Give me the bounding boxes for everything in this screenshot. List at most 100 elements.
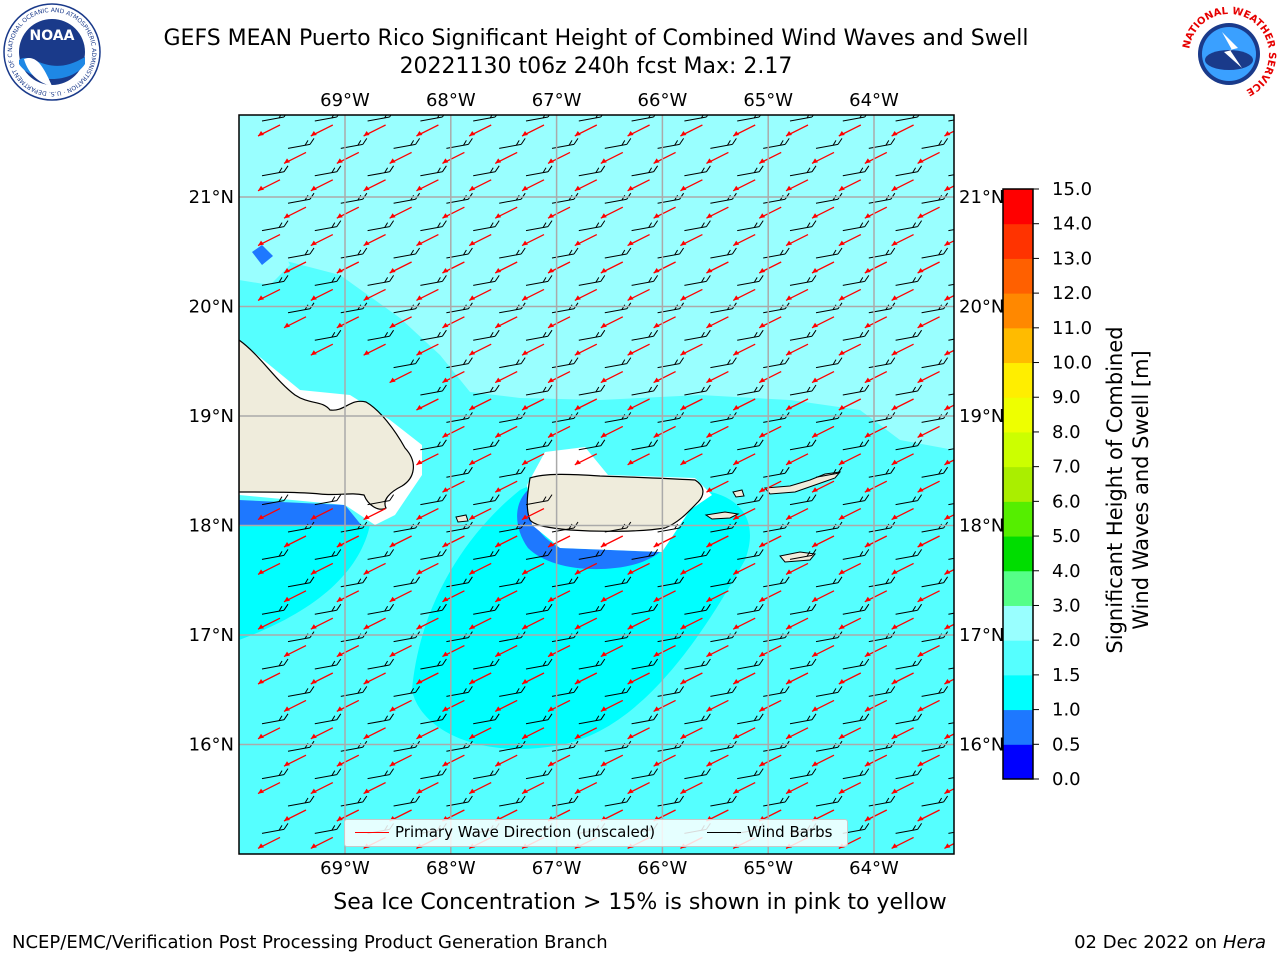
wave-direction-arrow bbox=[521, 782, 545, 795]
colorbar-tick: 10.0 bbox=[1052, 353, 1092, 374]
wind-barb bbox=[868, 138, 896, 149]
wave-direction-arrow bbox=[389, 206, 412, 219]
wind-barb bbox=[789, 549, 817, 560]
wind-barb bbox=[473, 275, 500, 286]
wave-direction-arrow bbox=[547, 151, 571, 164]
wave-direction-arrow bbox=[494, 371, 518, 384]
wind-barb bbox=[393, 357, 421, 369]
colorbar-segment bbox=[1003, 570, 1033, 606]
wave-direction-arrow bbox=[917, 480, 940, 493]
wave-direction-arrow bbox=[521, 343, 545, 356]
lat-tick-right: 20°N bbox=[959, 297, 1004, 318]
wave-direction-arrow bbox=[732, 234, 756, 247]
lat-tick-left: 18°N bbox=[189, 516, 234, 537]
wind-barb bbox=[789, 384, 817, 396]
wave-direction-arrow bbox=[468, 234, 492, 247]
wind-barb bbox=[657, 795, 685, 807]
wind-barb bbox=[789, 275, 817, 286]
wind-barb bbox=[921, 357, 949, 369]
wind-barb bbox=[895, 768, 923, 780]
wave-direction-arrow bbox=[257, 617, 281, 630]
lat-tick-right: 19°N bbox=[959, 406, 1004, 427]
wind-barb bbox=[604, 357, 632, 369]
wave-direction-arrow bbox=[811, 754, 835, 767]
wind-barb bbox=[842, 329, 870, 341]
wave-direction-arrow bbox=[283, 206, 307, 219]
wind-barb bbox=[525, 603, 553, 615]
legend-swatch-wave-direction bbox=[355, 832, 389, 833]
wave-direction-arrow bbox=[653, 535, 676, 548]
wave-direction-arrow bbox=[758, 590, 782, 603]
legend-entry-wind-barbs: Wind Barbs bbox=[707, 823, 832, 841]
wind-barb bbox=[420, 220, 447, 232]
wind-barb bbox=[420, 549, 447, 560]
wave-direction-arrow bbox=[706, 645, 729, 658]
wave-direction-arrow bbox=[336, 809, 360, 822]
colorbar-frame bbox=[1002, 188, 1034, 780]
wave-direction-arrow bbox=[653, 206, 676, 219]
wave-direction-arrow bbox=[468, 782, 492, 795]
wind-barb bbox=[789, 658, 817, 670]
wave-direction-arrow bbox=[917, 371, 940, 384]
wind-barb bbox=[737, 329, 764, 341]
wave-direction-arrow bbox=[336, 151, 360, 164]
wind-barb bbox=[525, 439, 553, 451]
wind-barb bbox=[367, 220, 395, 232]
wave-direction-arrow bbox=[706, 425, 729, 438]
wind-barb bbox=[578, 713, 606, 725]
wind-barb bbox=[948, 503, 954, 506]
wind-barb bbox=[921, 576, 949, 588]
wave-direction-arrow bbox=[653, 699, 676, 712]
wave-direction-arrow bbox=[680, 453, 703, 466]
wave-direction-arrow bbox=[864, 809, 888, 822]
wind-barb bbox=[314, 658, 342, 670]
wave-direction-arrow bbox=[363, 727, 386, 740]
wave-direction-arrow bbox=[811, 645, 835, 658]
colorbar-segment bbox=[1003, 327, 1033, 364]
wind-barb bbox=[578, 384, 606, 396]
wind-barb bbox=[684, 768, 711, 780]
wind-barb bbox=[525, 549, 553, 560]
wave-direction-arrow bbox=[758, 645, 782, 658]
wind-barb bbox=[525, 768, 553, 780]
wind-barb bbox=[631, 439, 659, 451]
lat-tick-left: 21°N bbox=[189, 187, 234, 208]
wave-direction-arrow bbox=[494, 590, 518, 603]
wave-direction-arrow bbox=[363, 617, 386, 630]
wave-direction-arrow bbox=[600, 699, 624, 712]
wave-direction-arrow bbox=[494, 151, 518, 164]
wave-direction-arrow bbox=[547, 590, 571, 603]
wave-direction-arrow bbox=[600, 754, 624, 767]
wind-barb bbox=[948, 831, 954, 834]
wind-barb bbox=[895, 165, 923, 177]
wave-direction-arrow bbox=[494, 425, 518, 438]
wave-direction-arrow bbox=[785, 453, 809, 466]
map-legend: Primary Wave Direction (unscaled) Wind B… bbox=[344, 819, 848, 847]
wind-barb bbox=[763, 247, 790, 259]
wave-direction-arrow bbox=[283, 535, 307, 548]
wave-direction-arrow bbox=[363, 508, 386, 521]
wave-direction-arrow bbox=[468, 288, 492, 301]
wind-barb bbox=[737, 165, 764, 177]
wave-direction-arrow bbox=[811, 535, 835, 548]
wave-direction-arrow bbox=[442, 754, 465, 767]
wave-direction-arrow bbox=[785, 288, 809, 301]
wind-barb bbox=[868, 795, 896, 807]
wave-direction-arrow bbox=[547, 645, 571, 658]
wave-direction-arrow bbox=[864, 261, 888, 274]
wind-barb bbox=[578, 275, 606, 286]
legend-entry-wave-direction: Primary Wave Direction (unscaled) bbox=[355, 823, 655, 841]
wave-direction-arrow bbox=[494, 316, 518, 329]
wave-direction-arrow bbox=[389, 316, 412, 329]
wave-direction-arrow bbox=[811, 206, 835, 219]
lon-tick-bottom: 66°W bbox=[638, 858, 688, 879]
wave-direction-arrow bbox=[257, 672, 281, 685]
wave-direction-arrow bbox=[336, 645, 360, 658]
wave-direction-arrow bbox=[336, 699, 360, 712]
wind-barbs bbox=[261, 115, 954, 834]
wave-direction-arrow bbox=[917, 206, 940, 219]
wave-direction-arrow bbox=[732, 453, 756, 466]
wind-barb bbox=[261, 823, 289, 834]
wave-direction-arrow bbox=[864, 425, 888, 438]
wind-barb bbox=[314, 603, 342, 615]
